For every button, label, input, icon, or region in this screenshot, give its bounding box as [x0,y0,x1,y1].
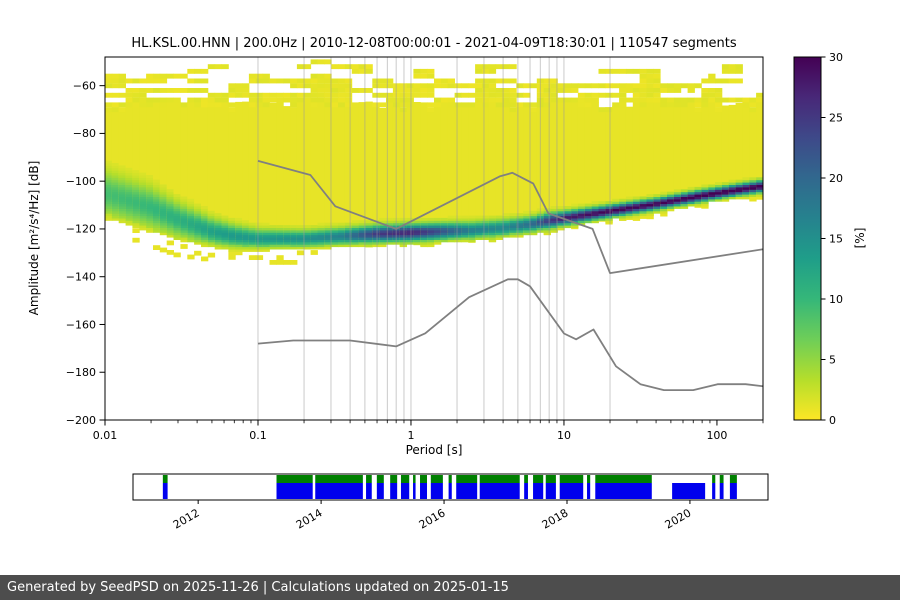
availability-segment-green [533,475,544,483]
y-tick-label: −140 [66,271,96,284]
plot-frame [104,56,764,421]
availability-segment-green [430,475,443,483]
y-tick-label: −60 [73,79,96,92]
availability-segment-blue [162,483,168,499]
availability-segment-blue [390,483,398,499]
availability-segment-green [719,475,724,483]
availability-segment-blue [430,483,443,499]
x-tick-label: 0.1 [249,429,267,442]
x-tick-label: 1 [407,429,414,442]
availability-segment-blue [276,483,313,499]
footer-bar: Generated by SeedPSD on 2025-11-26 | Cal… [0,575,900,600]
colorbar-tick-label: 20 [829,172,843,185]
availability-bar: 2012 2014 2016 2018 2020 [132,473,769,532]
availability-segment-green [587,475,591,483]
availability-segment-blue [524,483,528,499]
availability-segment-green [479,475,520,483]
availability-segment-blue [420,483,428,499]
noise-model-line [257,278,763,392]
availability-segment-blue [587,483,591,499]
year-tick-label: 2018 [540,506,571,531]
y-tick-label: −180 [66,366,96,379]
availability-segment-green [315,475,363,483]
colorbar-label: [%] [853,228,867,249]
noise-model-line [257,160,763,275]
availability-segment-blue [672,483,706,499]
axis-ticks: 0.01 0.1 1 10 100 −200 −180 −160 −140 −120 −100 −80… [66,79,764,442]
availability-segment-blue [400,483,410,499]
y-tick-label: −100 [66,175,96,188]
colorbar: 0 5 10 15 20 25 30 [793,51,843,427]
year-tick-label: 2020 [663,506,694,531]
y-tick-label: −160 [66,318,96,331]
availability-segment-green [448,475,452,483]
availability-segment-green [545,475,556,483]
availability-segment-green [162,475,168,483]
colorbar-tick-label: 15 [829,232,843,245]
x-axis-label: Period [s] [406,443,463,457]
availability-segment-green [376,475,384,483]
availability-segment-blue [595,483,652,499]
availability-segment-blue [559,483,584,499]
ppsd-chart: HL.KSL.00.HNN | 200.0Hz | 2010-12-08T00:… [27,36,867,532]
availability-segment-blue [719,483,724,499]
availability-segment-green [420,475,428,483]
y-axis-label: Amplitude [m²/s⁴/Hz] [dB] [27,161,41,316]
colorbar-tick-label: 30 [829,51,843,64]
availability-segment-blue [448,483,452,499]
footer-text: Generated by SeedPSD on 2025-11-26 | Cal… [7,580,509,595]
chart-title: HL.KSL.00.HNN | 200.0Hz | 2010-12-08T00:… [131,36,736,51]
availability-segment-blue [456,483,478,499]
availability-segment-blue [729,483,737,499]
peterson-noise-model-lines [257,160,763,392]
x-tick-label: 0.01 [93,429,118,442]
availability-segment-blue [533,483,544,499]
availability-segment-blue [545,483,556,499]
availability-segment-blue [413,483,416,499]
availability-segment-green [456,475,478,483]
grid-lines [257,57,611,420]
x-tick-label: 10 [557,429,571,442]
availability-segment-blue [315,483,363,499]
colorbar-tick-label: 10 [829,293,843,306]
availability-segment-green [413,475,416,483]
availability-segment-green [712,475,716,483]
y-tick-label: −200 [66,414,96,427]
year-tick-label: 2014 [294,506,325,531]
availability-segment-green [366,475,372,483]
availability-segment-green [729,475,737,483]
colorbar-tick-label: 25 [829,111,843,124]
availability-segment-blue [479,483,520,499]
availability-segment-green [276,475,313,483]
year-tick-label: 2012 [171,506,202,531]
availability-segment-green [559,475,584,483]
colorbar-tick-label: 5 [829,353,836,366]
y-tick-label: −120 [66,223,96,236]
colorbar-tick-label: 0 [829,414,836,427]
psd-probability-heatmap [105,59,763,265]
availability-segment-green [595,475,652,483]
availability-segment-blue [376,483,384,499]
availability-segment-blue [712,483,716,499]
availability-segment-green [390,475,398,483]
availability-segment-blue [366,483,372,499]
x-tick-label: 100 [706,429,727,442]
availability-segment-green [524,475,528,483]
y-tick-label: −80 [73,127,96,140]
year-tick-label: 2016 [417,506,448,531]
availability-segment-green [400,475,410,483]
